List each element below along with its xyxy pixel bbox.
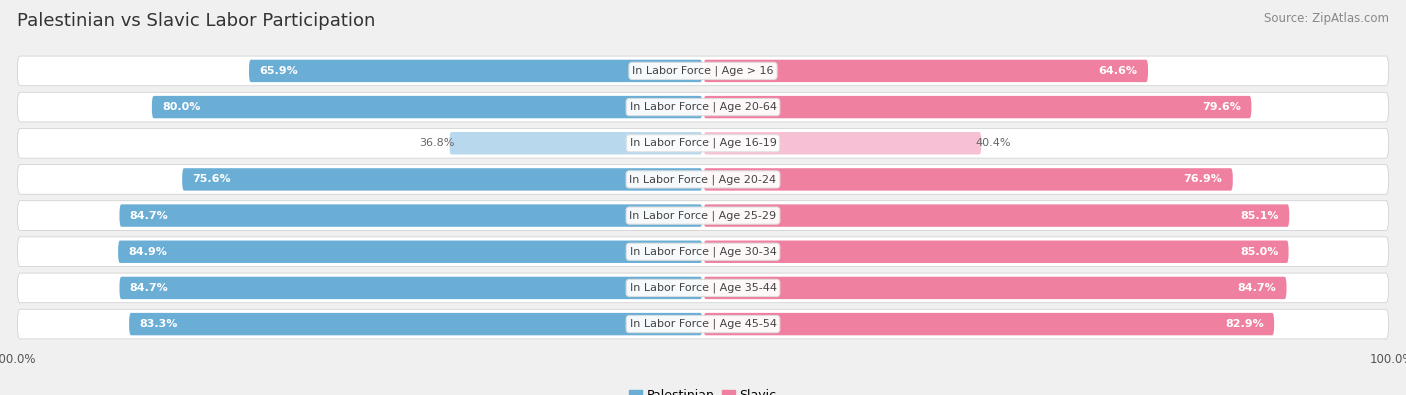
Text: 76.9%: 76.9%: [1184, 175, 1222, 184]
Text: In Labor Force | Age 20-24: In Labor Force | Age 20-24: [630, 174, 776, 185]
Text: 84.9%: 84.9%: [128, 247, 167, 257]
FancyBboxPatch shape: [703, 204, 1289, 227]
Text: In Labor Force | Age 16-19: In Labor Force | Age 16-19: [630, 138, 776, 149]
FancyBboxPatch shape: [120, 277, 703, 299]
FancyBboxPatch shape: [703, 241, 1289, 263]
Text: 64.6%: 64.6%: [1098, 66, 1137, 76]
Text: Palestinian vs Slavic Labor Participation: Palestinian vs Slavic Labor Participatio…: [17, 12, 375, 30]
FancyBboxPatch shape: [17, 56, 1389, 86]
FancyBboxPatch shape: [17, 273, 1389, 303]
FancyBboxPatch shape: [450, 132, 703, 154]
Text: 82.9%: 82.9%: [1225, 319, 1264, 329]
FancyBboxPatch shape: [183, 168, 703, 191]
Text: 84.7%: 84.7%: [129, 211, 169, 220]
Text: 65.9%: 65.9%: [259, 66, 298, 76]
FancyBboxPatch shape: [17, 201, 1389, 230]
Text: In Labor Force | Age > 16: In Labor Force | Age > 16: [633, 66, 773, 76]
Text: 79.6%: 79.6%: [1202, 102, 1241, 112]
Text: In Labor Force | Age 45-54: In Labor Force | Age 45-54: [630, 319, 776, 329]
FancyBboxPatch shape: [703, 96, 1251, 118]
FancyBboxPatch shape: [118, 241, 703, 263]
FancyBboxPatch shape: [17, 128, 1389, 158]
FancyBboxPatch shape: [703, 168, 1233, 191]
FancyBboxPatch shape: [152, 96, 703, 118]
Text: In Labor Force | Age 30-34: In Labor Force | Age 30-34: [630, 246, 776, 257]
Text: Source: ZipAtlas.com: Source: ZipAtlas.com: [1264, 12, 1389, 25]
FancyBboxPatch shape: [249, 60, 703, 82]
FancyBboxPatch shape: [17, 237, 1389, 267]
Text: 75.6%: 75.6%: [193, 175, 231, 184]
FancyBboxPatch shape: [703, 313, 1274, 335]
Legend: Palestinian, Slavic: Palestinian, Slavic: [624, 384, 782, 395]
Text: 80.0%: 80.0%: [162, 102, 201, 112]
FancyBboxPatch shape: [120, 204, 703, 227]
Text: In Labor Force | Age 20-64: In Labor Force | Age 20-64: [630, 102, 776, 112]
Text: 40.4%: 40.4%: [976, 138, 1011, 148]
FancyBboxPatch shape: [703, 132, 981, 154]
FancyBboxPatch shape: [703, 60, 1149, 82]
Text: In Labor Force | Age 35-44: In Labor Force | Age 35-44: [630, 283, 776, 293]
FancyBboxPatch shape: [17, 309, 1389, 339]
Text: In Labor Force | Age 25-29: In Labor Force | Age 25-29: [630, 210, 776, 221]
FancyBboxPatch shape: [703, 277, 1286, 299]
Text: 85.1%: 85.1%: [1240, 211, 1279, 220]
Text: 36.8%: 36.8%: [419, 138, 456, 148]
Text: 84.7%: 84.7%: [1237, 283, 1277, 293]
FancyBboxPatch shape: [17, 165, 1389, 194]
Text: 83.3%: 83.3%: [139, 319, 177, 329]
FancyBboxPatch shape: [17, 92, 1389, 122]
Text: 85.0%: 85.0%: [1240, 247, 1278, 257]
FancyBboxPatch shape: [129, 313, 703, 335]
Text: 84.7%: 84.7%: [129, 283, 169, 293]
